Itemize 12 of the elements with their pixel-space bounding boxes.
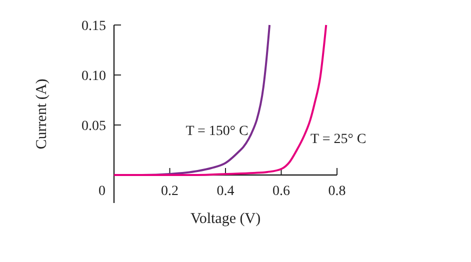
x-axis-title: Voltage (V) bbox=[190, 211, 261, 227]
x-tick-label: 0.2 bbox=[161, 184, 178, 199]
y-tick-label: 0.05 bbox=[82, 119, 106, 134]
y-tick-label: 0.10 bbox=[82, 69, 106, 84]
x-tick-label: 0.6 bbox=[272, 184, 290, 199]
x-tick-label: 0 bbox=[98, 184, 106, 199]
y-axis-title: Current (A) bbox=[34, 78, 50, 150]
series-label: T = 25° C bbox=[310, 132, 366, 147]
series-label: T = 150° C bbox=[186, 124, 248, 139]
x-tick-label: 0.8 bbox=[328, 184, 346, 199]
y-tick-label: 0.15 bbox=[82, 19, 106, 34]
x-tick-label: 0.4 bbox=[216, 184, 234, 199]
